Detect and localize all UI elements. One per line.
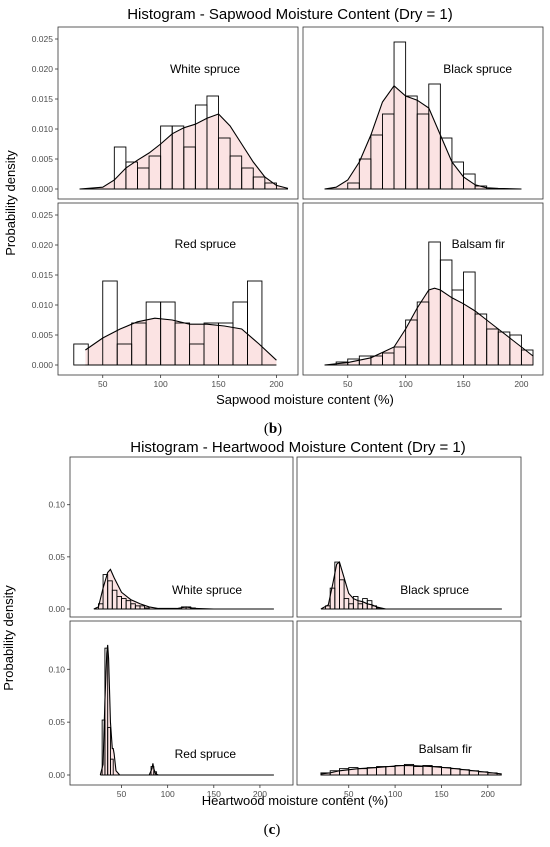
heartwood-x-axis-label: Heartwood moisture content (%) [202, 793, 388, 808]
sapwood-black-spruce-label: Black spruce [443, 62, 512, 76]
sapwood-balsam-fir-x-tick-label: 150 [456, 379, 470, 389]
heartwood-red-spruce-label: Red spruce [175, 747, 237, 761]
sapwood-red-spruce-y-tick-label: 0.000 [32, 360, 54, 370]
heartwood-balsam-fir-density-area [320, 765, 502, 775]
sapwood-red-spruce-bar [73, 343, 89, 366]
sapwood-caption-letter: b [269, 421, 277, 437]
sapwood-red-spruce-frame [57, 202, 299, 376]
heartwood-caption: (c) [264, 822, 281, 838]
sapwood-black-spruce-panel: Black spruce [302, 26, 544, 200]
heartwood-balsam-fir-x-tick-label: 150 [434, 789, 448, 799]
heartwood-red-spruce-y-tick-label: 0.05 [48, 717, 65, 727]
sapwood-balsam-fir-density-curve [324, 287, 534, 366]
heartwood-balsam-fir-x-tick-label: 100 [388, 789, 402, 799]
sapwood-red-spruce-y-tick-label: 0.005 [32, 330, 54, 340]
sapwood-red-spruce-x-tick-label: 50 [98, 379, 108, 389]
heartwood-title: Histogram - Heartwood Moisture Content (… [130, 439, 466, 456]
heartwood-red-spruce-frame [69, 620, 294, 786]
sapwood-balsam-fir-x-tick-label: 200 [514, 379, 528, 389]
heartwood-caption-letter: c [269, 822, 276, 838]
heartwood-black-spruce-panel: Black spruce [296, 456, 522, 618]
sapwood-white-spruce-y-tick-label: 0.015 [32, 94, 54, 104]
sapwood-white-spruce-y-tick-label: 0.010 [32, 124, 54, 134]
heartwood-red-spruce-density-curve [99, 644, 274, 776]
sapwood-red-spruce-y-tick-label: 0.010 [32, 300, 54, 310]
sapwood-red-spruce-x-tick-label: 200 [269, 379, 283, 389]
sapwood-white-spruce-label: White spruce [170, 62, 240, 76]
sapwood-red-spruce-y-tick-label: 0.025 [32, 210, 54, 220]
heartwood-red-spruce-panel: Red spruce 0.00 0.05 0.10 50 100 150 200 [48, 620, 294, 799]
sapwood-white-spruce-panel: White spruce 0.000 0.005 0.010 0.015 0.020 0.0… [32, 26, 299, 200]
sapwood-white-spruce-y-tick-label: 0.025 [32, 34, 54, 44]
heartwood-caption-close: ) [275, 822, 280, 838]
heartwood-black-spruce-density-area [320, 562, 502, 609]
heartwood-black-spruce-density-curve [320, 561, 502, 610]
heartwood-caption-open: ( [264, 822, 269, 838]
sapwood-red-spruce-x-tick-label: 100 [154, 379, 168, 389]
sapwood-white-spruce-y-tick-label: 0.005 [32, 154, 54, 164]
sapwood-black-spruce-frame [302, 26, 544, 200]
sapwood-y-axis-label: Probability density [3, 150, 18, 256]
sapwood-red-spruce-panel: Red spruce 0.000 0.005 0.010 0.015 0.020 0.025… [32, 202, 299, 389]
heartwood-white-spruce-y-tick-label: 0.05 [48, 552, 65, 562]
heartwood-balsam-fir-label: Balsam fir [419, 742, 472, 756]
sapwood-red-spruce-y-tick-label: 0.015 [32, 270, 54, 280]
heartwood-balsam-fir-x-tick-label: 200 [481, 789, 495, 799]
sapwood-title: Histogram - Sapwood Moisture Content (Dr… [127, 6, 453, 23]
heartwood-white-spruce-label: White spruce [172, 583, 242, 597]
sapwood-white-spruce-y-tick-label: 0.020 [32, 64, 54, 74]
heartwood-balsam-fir-x-tick-label: 50 [344, 789, 354, 799]
sapwood-balsam-fir-frame [302, 202, 544, 376]
sapwood-white-spruce-y-tick-label: 0.000 [32, 184, 54, 194]
sapwood-balsam-fir-label: Balsam fir [452, 237, 505, 251]
sapwood-red-spruce-density-area [85, 318, 277, 365]
panels: White spruce 0.000 0.005 0.010 0.015 0.020 0.0… [32, 26, 544, 799]
sapwood-balsam-fir-x-tick-label: 50 [343, 379, 353, 389]
sapwood-black-spruce-density-curve [324, 84, 522, 190]
heartwood-black-spruce-label: Black spruce [400, 583, 469, 597]
heartwood-red-spruce-y-tick-label: 0.00 [48, 770, 65, 780]
heartwood-red-spruce-x-tick-label: 200 [253, 789, 267, 799]
heartwood-red-spruce-y-tick-label: 0.10 [48, 664, 65, 674]
heartwood-white-spruce-density-curve [93, 568, 274, 610]
heartwood-red-spruce-x-tick-label: 100 [161, 789, 175, 799]
heartwood-black-spruce-frame [296, 456, 522, 618]
heartwood-red-spruce-x-tick-label: 50 [117, 789, 127, 799]
heartwood-y-axis-label: Probability density [1, 585, 16, 691]
sapwood-balsam-fir-panel: Balsam fir 50 100 150 200 [302, 202, 544, 389]
sapwood-caption-close: ) [277, 421, 282, 437]
heartwood-red-spruce-x-tick-label: 150 [207, 789, 221, 799]
sapwood-balsam-fir-x-tick-label: 100 [399, 379, 413, 389]
sapwood-white-spruce-frame [57, 26, 299, 200]
heartwood-white-spruce-panel: White spruce 0.00 0.05 0.10 [48, 456, 294, 618]
sapwood-red-spruce-density-curve [85, 317, 277, 361]
sapwood-caption: (b) [264, 421, 282, 437]
heartwood-white-spruce-frame [69, 456, 294, 618]
heartwood-white-spruce-y-tick-label: 0.10 [48, 500, 65, 510]
sapwood-red-spruce-label: Red spruce [175, 237, 237, 251]
sapwood-red-spruce-y-tick-label: 0.020 [32, 240, 54, 250]
sapwood-caption-open: ( [264, 421, 269, 437]
heartwood-white-spruce-y-tick-label: 0.00 [48, 604, 65, 614]
heartwood-balsam-fir-density-curve [320, 764, 502, 775]
sapwood-x-axis-label: Sapwood moisture content (%) [216, 392, 394, 407]
heartwood-balsam-fir-frame [296, 620, 522, 786]
sapwood-black-spruce-density-area [324, 85, 522, 189]
sapwood-red-spruce-x-tick-label: 150 [211, 379, 225, 389]
sapwood-white-spruce-density-curve [79, 113, 289, 190]
heartwood-balsam-fir-panel: Balsam fir 50 100 150 200 [296, 620, 522, 799]
